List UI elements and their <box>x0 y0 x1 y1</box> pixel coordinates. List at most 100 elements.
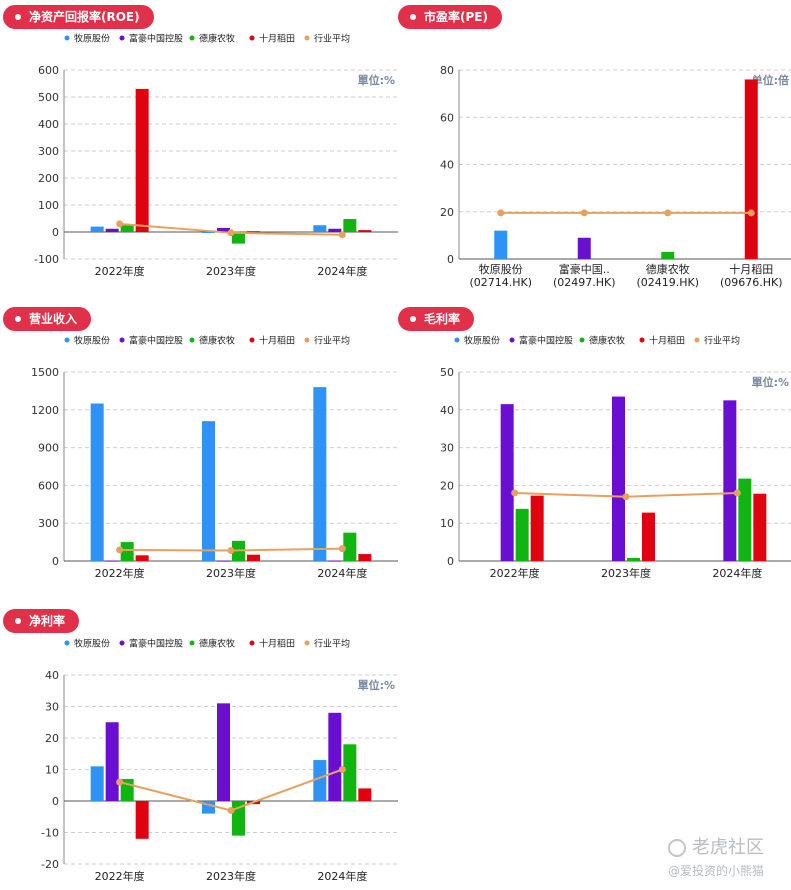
average-point <box>116 220 124 228</box>
legend-label: 德康农牧 <box>199 33 235 45</box>
bar-gross <box>753 493 767 561</box>
bar-gross <box>627 557 640 561</box>
legend-marker-1 <box>64 35 70 41</box>
x-tick-label: 2024年度 <box>317 566 367 580</box>
y-tick-label: 300 <box>38 517 59 530</box>
x-tick-code: (09676.HK) <box>720 276 783 289</box>
y-tick-label: -10 <box>41 827 59 840</box>
average-point <box>733 489 741 497</box>
bar-gross <box>515 508 529 561</box>
average-point <box>511 489 519 497</box>
y-tick-label: 20 <box>440 206 454 219</box>
bar-roe <box>343 219 357 232</box>
y-tick-label: 0 <box>52 795 59 808</box>
bar-revenue <box>328 560 342 562</box>
y-tick-label: 900 <box>38 442 59 455</box>
average-point <box>664 209 672 217</box>
average-line <box>119 768 343 812</box>
bar-net <box>343 744 357 801</box>
bar-roe <box>358 230 372 232</box>
legend-marker-5 <box>304 640 310 646</box>
legend-marker-1 <box>454 337 460 343</box>
bullet-dot-icon <box>410 315 416 322</box>
watermark-user: @爱投资的小熊猫 <box>668 864 765 878</box>
bar-net <box>358 788 372 801</box>
bar-roe <box>232 232 245 244</box>
legend-marker-5 <box>304 337 310 343</box>
bar-gross <box>530 495 544 561</box>
y-tick-label: 300 <box>38 145 59 158</box>
bar-net <box>105 722 119 801</box>
bar-net <box>217 703 230 801</box>
legend-marker-4 <box>249 640 255 646</box>
legend-label: 富豪中国控股 <box>519 335 573 347</box>
y-tick-label: 0 <box>447 555 454 568</box>
bar-net <box>135 801 149 839</box>
legend-marker-1 <box>64 640 70 646</box>
legend-marker-4 <box>639 337 645 343</box>
average-point <box>116 778 124 786</box>
x-tick-label: 2022年度 <box>95 566 145 580</box>
legend-label: 十月稻田 <box>649 335 685 347</box>
x-tick-label: 牧原股份 <box>479 262 523 276</box>
bar-revenue <box>135 555 149 561</box>
legend-marker-3 <box>189 640 195 646</box>
x-tick-label: 2024年度 <box>712 566 762 580</box>
unit-label: 单位:倍 <box>752 73 789 87</box>
x-tick-label: 2023年度 <box>601 566 651 580</box>
x-tick-label: 2022年度 <box>490 566 540 580</box>
y-tick-label: 1200 <box>31 404 59 417</box>
x-tick-label: 德康农牧 <box>646 262 690 276</box>
bullet-dot-icon <box>410 13 416 20</box>
y-tick-label: 40 <box>440 404 454 417</box>
y-tick-label: 20 <box>45 732 59 745</box>
x-tick-label: 富豪中国.. <box>559 262 610 276</box>
legend-marker-1 <box>64 337 70 343</box>
average-point <box>497 209 505 217</box>
legend-marker-5 <box>304 35 310 41</box>
bar-roe <box>90 226 104 232</box>
bullet-dot-icon <box>15 13 21 20</box>
bar-gross <box>642 512 655 561</box>
x-tick-label: 2023年度 <box>206 264 256 278</box>
y-tick-label: 30 <box>45 701 59 714</box>
watermark-brand-text: 老虎社区 <box>692 837 764 858</box>
y-tick-label: 60 <box>440 111 454 124</box>
legend-marker-4 <box>249 337 255 343</box>
legend-label: 行业平均 <box>704 335 740 347</box>
y-tick-label: 10 <box>45 764 59 777</box>
legend-label: 富豪中国控股 <box>129 335 183 347</box>
legend-label: 德康农牧 <box>199 638 235 650</box>
x-tick-label: 2023年度 <box>206 869 256 883</box>
x-tick-label: 十月稻田 <box>729 262 773 276</box>
bar-pe <box>744 79 758 259</box>
chart-title-gross: 毛利率 <box>398 307 475 331</box>
chart-title-label: 毛利率 <box>424 312 461 326</box>
y-tick-label: 30 <box>440 442 454 455</box>
x-tick-label: 2023年度 <box>206 566 256 580</box>
chart-title-pe: 市盈率(PE) <box>398 5 502 29</box>
chart-title-label: 营业收入 <box>29 312 78 326</box>
average-point <box>338 545 346 553</box>
x-tick-code: (02419.HK) <box>636 276 699 289</box>
bar-roe <box>120 225 134 232</box>
bullet-dot-icon <box>15 617 21 624</box>
average-point <box>338 766 346 773</box>
bar-roe <box>135 88 149 233</box>
bar-pe <box>661 251 675 259</box>
legend-label: 十月稻田 <box>259 33 295 45</box>
y-tick-label: 50 <box>440 366 454 379</box>
y-tick-label: 600 <box>38 64 59 77</box>
average-point <box>338 231 346 239</box>
average-point <box>747 209 755 217</box>
y-tick-label: -20 <box>41 858 59 871</box>
bar-pe <box>494 230 508 259</box>
legend-label: 牧原股份 <box>464 335 500 347</box>
legend-label: 富豪中国控股 <box>129 638 183 650</box>
legend-label: 行业平均 <box>314 33 350 45</box>
bar-gross <box>500 404 514 561</box>
x-tick-label: 2024年度 <box>317 869 367 883</box>
chart-title-label: 净利率 <box>29 614 66 628</box>
average-point <box>227 229 235 237</box>
bar-gross <box>738 478 752 561</box>
